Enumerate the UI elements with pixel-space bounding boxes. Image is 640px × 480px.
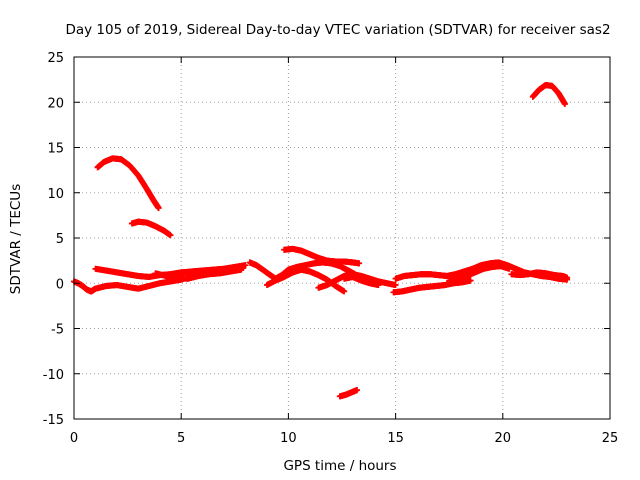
x-tick-label: 0 <box>70 431 78 446</box>
data-point <box>506 265 513 272</box>
y-axis-title: SDTVAR / TECUs <box>8 184 24 294</box>
y-tick-label: 0 <box>56 277 64 292</box>
y-tick-label: 15 <box>47 142 64 157</box>
y-tick-label: 20 <box>47 96 64 111</box>
data-point <box>238 266 245 273</box>
y-tick-label: -10 <box>43 368 64 383</box>
series-arc-3 <box>529 82 568 108</box>
series-arc-12 <box>341 273 382 289</box>
x-tick-label: 10 <box>280 431 297 446</box>
x-axis-title: GPS time / hours <box>283 458 396 474</box>
data-point <box>392 282 399 289</box>
x-tick-label: 15 <box>387 431 404 446</box>
data-point <box>155 205 162 212</box>
data-point <box>375 282 382 289</box>
y-tick-label: 10 <box>47 187 64 202</box>
data-point <box>561 101 568 108</box>
series-arc-14 <box>390 277 474 296</box>
data-point <box>564 274 571 281</box>
series-arc-16 <box>508 269 571 281</box>
chart-title: Day 105 of 2019, Sidereal Day-to-day VTE… <box>65 22 610 38</box>
y-tick-label: -15 <box>43 413 64 428</box>
series-arc-7 <box>152 266 245 282</box>
x-tick-label: 25 <box>602 431 619 446</box>
data-point <box>341 288 348 295</box>
data-point <box>354 387 361 394</box>
axis-ticks: 0 5 10 15 20 25 -15 -10 -5 0 5 10 15 20 25 <box>43 51 619 446</box>
data-points <box>71 82 571 400</box>
x-tick-label: 5 <box>177 431 185 446</box>
y-tick-label: 25 <box>47 51 64 66</box>
data-point <box>242 262 249 269</box>
data-point <box>167 232 174 239</box>
grid-lines <box>74 57 610 419</box>
series-arc-15 <box>446 263 513 284</box>
series-arc-1 <box>94 155 162 212</box>
y-tick-label: -5 <box>51 323 64 338</box>
series-arc-9 <box>281 245 363 267</box>
x-tick-label: 20 <box>495 431 512 446</box>
y-tick-label: 5 <box>56 232 64 247</box>
data-point <box>467 277 474 284</box>
series-arc-2 <box>128 218 174 239</box>
series-arc-4 <box>336 387 361 400</box>
data-point <box>356 260 363 267</box>
